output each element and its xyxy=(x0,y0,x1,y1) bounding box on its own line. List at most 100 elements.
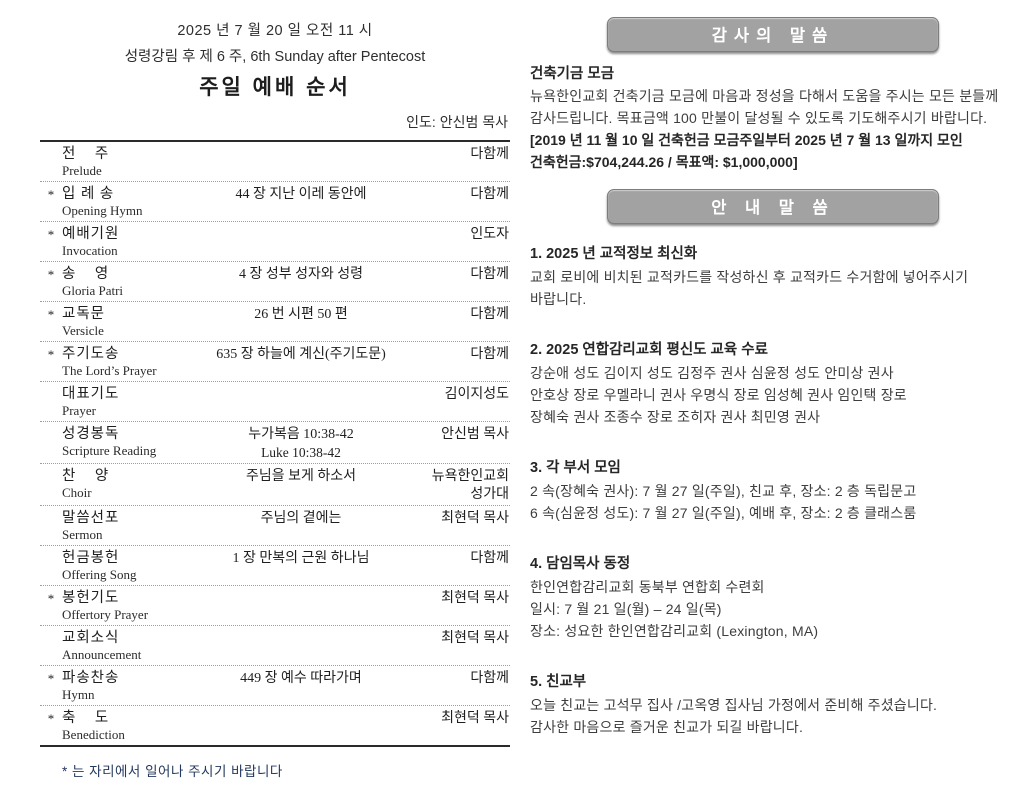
order-item-title-english: Invocation xyxy=(62,243,118,258)
order-row: 교회소식 Announcement 최현덕 목사 xyxy=(40,626,510,666)
announcement-section-title: 4. 담임목사 동정 xyxy=(530,556,631,572)
stand-asterisk xyxy=(40,467,62,503)
announcement-section: 4. 담임목사 동정 한인연합감리교회 동북부 연합회 수련회 일시: 7 월 21… xyxy=(530,553,1016,642)
order-item-detail-line: 누가복음 10:38-42 xyxy=(248,427,354,442)
order-item-title: 대표기도 Prayer xyxy=(62,385,204,419)
order-item-leader-line: 다함께 xyxy=(470,551,509,566)
order-item-title-english: Gloria Patri xyxy=(62,283,124,298)
order-item-leader-line: 뉴욕한인교회 xyxy=(431,469,509,484)
order-item-detail: 주님을 보게 하소서 xyxy=(204,467,398,503)
order-item-detail-line: 주님을 보게 하소서 xyxy=(245,469,357,484)
stand-asterisk: * xyxy=(47,711,55,726)
order-item-detail-line: 주님의 곁에는 xyxy=(260,511,342,526)
order-item-leader: 다함께 xyxy=(398,185,510,219)
stand-asterisk: * xyxy=(47,671,55,686)
order-item-title: 교회소식 Announcement xyxy=(62,629,204,663)
announcement-text-line: 감사한 마음으로 즐거운 친교가 되길 바랍니다. xyxy=(530,719,804,735)
order-row: * 주기도송 The Lord’s Prayer 635 장 하늘에 계신(주기도문)… xyxy=(40,342,510,382)
announcement-section: 5. 친교부 오늘 친교는 고석무 집사 /고옥영 집사님 가정에서 준비해 주셨… xyxy=(530,671,1016,738)
order-item-leader-line: 다함께 xyxy=(470,267,509,282)
order-item-leader-line: 최현덕 목사 xyxy=(441,511,509,526)
order-item-detail: 주님의 곁에는 xyxy=(204,509,398,543)
order-row: 성경봉독 Scripture Reading 누가복음 10:38-42 Luke 1… xyxy=(40,422,510,464)
announcement-text-line: 장소: 성요한 한인연합감리교회 (Lexington, MA) xyxy=(530,623,819,639)
stand-asterisk: * xyxy=(47,347,55,362)
order-item-detail: 1 장 만복의 근원 하나님 xyxy=(204,549,398,583)
order-item-detail: 635 장 하늘에 계신(주기도문) xyxy=(204,345,398,379)
order-item-title: 봉헌기도 Offertory Prayer xyxy=(62,589,204,623)
order-item-leader: 최현덕 목사 xyxy=(398,629,510,663)
order-row: * 입 례 송 Opening Hymn 44 장 지난 이레 동안에 다함께 xyxy=(40,182,510,222)
building-fund-title: 건축기금 모금 xyxy=(530,66,615,82)
announcement-text-line: 교회 로비에 비치된 교적카드를 작성하신 후 교적카드 수거함에 넣어주시기 xyxy=(530,269,969,285)
order-item-detail xyxy=(204,385,398,419)
order-row: 전 주 Prelude 다함께 xyxy=(40,142,510,182)
announcement-text-line: 장혜숙 권사 조종수 장로 조히자 권사 최민영 권사 xyxy=(530,409,821,425)
order-item-title-english: The Lord’s Prayer xyxy=(62,363,157,378)
order-item-leader-line: 안신범 목사 xyxy=(441,427,509,442)
order-item-title: 교독문 Versicle xyxy=(62,305,204,339)
stand-asterisk xyxy=(40,145,62,179)
order-row: * 축 도 Benediction 최현덕 목사 xyxy=(40,706,510,745)
info-section-badge: 안 내 말 씀 xyxy=(607,189,939,224)
order-item-leader: 다함께 xyxy=(398,549,510,583)
building-fund-total-line: 건축헌금:$704,244.26 / 목표액: $1,000,000] xyxy=(530,154,798,170)
order-row: * 파송찬송 Hymn 449 장 예수 따라가며 다함께 xyxy=(40,666,510,706)
order-item-title: 축 도 Benediction xyxy=(62,709,204,743)
order-item-title-english: Hymn xyxy=(62,687,95,702)
announcement-text-line: 일시: 7 월 21 일(월) – 24 일(목) xyxy=(530,601,722,617)
announcement-text-line: 강순애 성도 김이지 성도 김정주 권사 심윤정 성도 안미상 권사 xyxy=(530,365,894,381)
order-row: * 교독문 Versicle 26 번 시편 50 편 다함께 xyxy=(40,302,510,342)
stand-asterisk xyxy=(40,509,62,543)
order-item-detail: 4 장 성부 성자와 성령 xyxy=(204,265,398,299)
bulletin-header: 2025 년 7 월 20 일 오전 11 시 성령강림 후 제 6 주, 6t… xyxy=(40,0,510,103)
order-item-leader-line: 최현덕 목사 xyxy=(441,711,509,726)
order-item-detail xyxy=(204,225,398,259)
order-item-leader-line2: 성가대 xyxy=(470,487,509,502)
order-item-title: 전 주 Prelude xyxy=(62,145,204,179)
order-item-title-english: Scripture Reading xyxy=(62,443,157,458)
order-item-title-korean: 봉헌기도 xyxy=(62,590,120,606)
order-item-detail: 26 번 시편 50 편 xyxy=(204,305,398,339)
order-item-title-korean: 찬 양 xyxy=(62,468,110,484)
order-item-leader: 인도자 xyxy=(398,225,510,259)
stand-asterisk: * xyxy=(47,267,55,282)
order-item-title-korean: 입 례 송 xyxy=(62,186,115,202)
order-item-title-english: Offering Song xyxy=(62,567,137,582)
order-item-leader: 다함께 xyxy=(398,145,510,179)
order-row: 헌금봉헌 Offering Song 1 장 만복의 근원 하나님 다함께 xyxy=(40,546,510,586)
order-item-leader: 최현덕 목사 xyxy=(398,589,510,623)
order-item-title-english: Announcement xyxy=(62,647,142,662)
order-item-leader-line: 다함께 xyxy=(470,187,509,202)
order-row: * 송 영 Gloria Patri 4 장 성부 성자와 성령 다함께 xyxy=(40,262,510,302)
order-item-title-korean: 교독문 xyxy=(62,306,106,322)
order-item-detail-line2: Luke 10:38-42 xyxy=(261,445,341,460)
order-item-title-korean: 말씀선포 xyxy=(62,510,120,526)
order-item-title: 찬 양 Choir xyxy=(62,467,204,503)
order-item-leader: 최현덕 목사 xyxy=(398,709,510,743)
order-item-detail-line: 449 장 예수 따라가며 xyxy=(240,671,362,686)
stand-asterisk: * xyxy=(47,307,55,322)
order-item-leader-line: 최현덕 목사 xyxy=(441,591,509,606)
order-item-title-english: Offertory Prayer xyxy=(62,607,149,622)
order-item-leader-line: 최현덕 목사 xyxy=(441,631,509,646)
order-item-title-korean: 헌금봉헌 xyxy=(62,550,120,566)
order-item-leader-line: 다함께 xyxy=(470,671,509,686)
order-item-title-english: Sermon xyxy=(62,527,103,542)
order-item-title-korean: 전 주 xyxy=(62,146,110,162)
order-item-title: 성경봉독 Scripture Reading xyxy=(62,425,204,461)
announcements-column: 감사의 말씀 건축기금 모금 뉴욕한인교회 건축기금 모금에 마음과 정성을 다… xyxy=(530,0,1016,767)
announcement-section-title: 2. 2025 연합감리교회 평신도 교육 수료 xyxy=(530,342,768,358)
announcement-text-line: 안호상 장로 우멜라니 권사 우명식 장로 임성혜 권사 임인택 장로 xyxy=(530,387,907,403)
order-item-detail xyxy=(204,629,398,663)
order-item-detail-line: 635 장 하늘에 계신(주기도문) xyxy=(216,347,386,362)
order-item-title-korean: 대표기도 xyxy=(62,386,120,402)
stand-asterisk xyxy=(40,629,62,663)
order-item-title-korean: 송 영 xyxy=(62,266,110,282)
worship-order-column: 2025 년 7 월 20 일 오전 11 시 성령강림 후 제 6 주, 6t… xyxy=(40,0,510,780)
order-item-title: 헌금봉헌 Offering Song xyxy=(62,549,204,583)
order-item-title-english: Versicle xyxy=(62,323,104,338)
building-fund-total-line: [2019 년 11 월 10 일 건축헌금 모금주일부터 2025 년 7 월… xyxy=(530,132,963,148)
